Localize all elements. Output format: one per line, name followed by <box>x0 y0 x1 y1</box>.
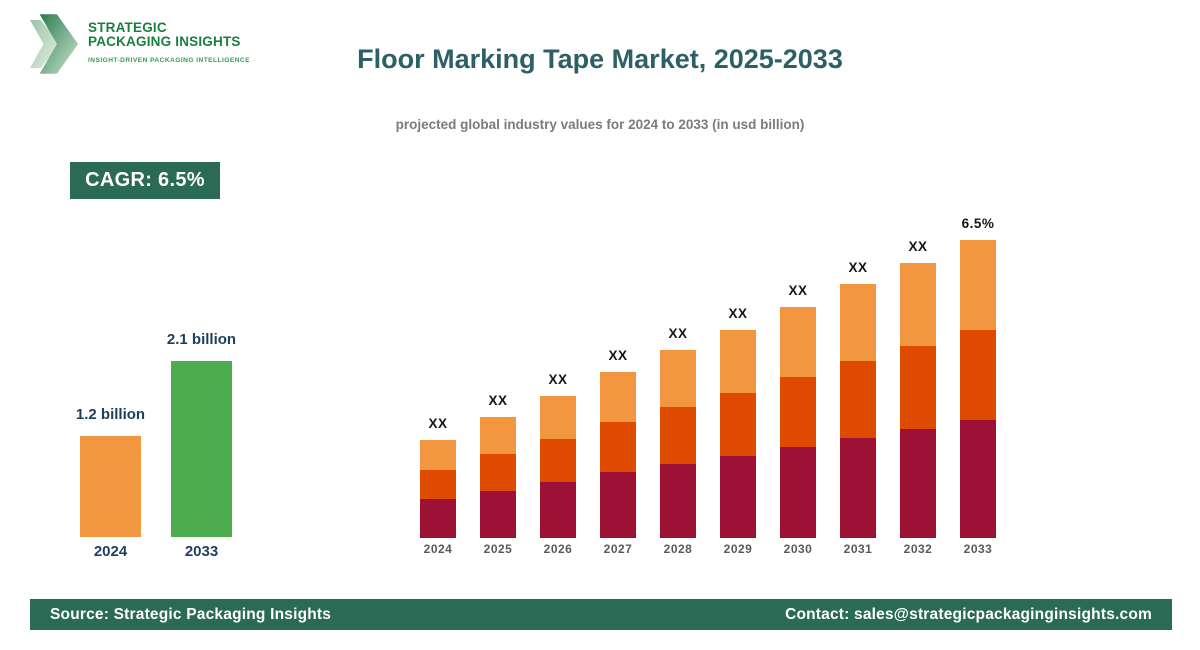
logo-line2: PACKAGING INSIGHTS <box>88 34 241 49</box>
comparison-value-label: 1.2 billion <box>75 406 146 423</box>
bottom-segment <box>960 420 996 538</box>
forecast-bar-stack <box>840 284 876 538</box>
top-segment <box>600 372 636 422</box>
bottom-segment <box>660 464 696 538</box>
top-segment <box>900 263 936 346</box>
forecast-bar-stack <box>780 307 816 538</box>
forecast-bar-column-2032: XX 2032 <box>900 239 936 556</box>
top-segment <box>780 307 816 377</box>
forecast-bar-label: XX <box>608 348 628 363</box>
top-segment <box>960 240 996 330</box>
forecast-year-label: 2028 <box>663 542 693 556</box>
forecast-year-label: 2025 <box>483 542 513 556</box>
middle-segment <box>660 407 696 464</box>
forecast-year-label: 2033 <box>963 542 993 556</box>
middle-segment <box>600 422 636 472</box>
middle-segment <box>420 470 456 499</box>
middle-segment <box>720 393 756 456</box>
forecast-bar-stack <box>720 330 756 538</box>
forecast-bar-column-2031: XX 2031 <box>840 260 876 556</box>
comparison-bar <box>171 361 232 537</box>
logo-tagline: INSIGHT-DRIVEN PACKAGING INTELLIGENCE <box>88 57 250 64</box>
comparison-year-label: 2024 <box>93 543 128 560</box>
footer-source: Source: Strategic Packaging Insights <box>50 605 332 623</box>
bottom-segment <box>540 482 576 538</box>
top-segment <box>660 350 696 407</box>
forecast-bar-column-2028: XX 2028 <box>660 326 696 556</box>
forecast-bar-column-2029: XX 2029 <box>720 306 756 556</box>
forecast-bar-label: XX <box>488 393 508 408</box>
forecast-bar-label: XX <box>668 326 688 341</box>
page-subtitle: projected global industry values for 202… <box>395 117 805 132</box>
forecast-bar-stack <box>960 240 996 538</box>
bottom-segment <box>480 491 516 538</box>
logo-text: STRATEGIC PACKAGING INSIGHTS INSIGHT-DRI… <box>88 13 250 65</box>
forecast-bar-label: XX <box>908 239 928 254</box>
comparison-bar-column-2033: 2.1 billion 2033 <box>167 331 236 560</box>
middle-segment <box>540 439 576 482</box>
top-segment <box>420 440 456 470</box>
cagr-badge: CAGR: 6.5% <box>70 162 220 199</box>
forecast-bar-column-2026: XX 2026 <box>540 372 576 556</box>
forecast-year-label: 2026 <box>543 542 573 556</box>
forecast-bar-label: 6.5% <box>961 216 995 231</box>
top-segment <box>540 396 576 439</box>
forecast-year-label: 2024 <box>423 542 453 556</box>
middle-segment <box>900 346 936 429</box>
footer-bar: Source: Strategic Packaging Insights Con… <box>30 599 1172 630</box>
forecast-year-label: 2032 <box>903 542 933 556</box>
forecast-bar-stack <box>480 417 516 538</box>
forecast-stacked-chart: XX 2024 XX 2025 XX 2026 XX 2027 XX 2028 XX 2029 XX 20… <box>420 216 996 556</box>
logo: STRATEGIC PACKAGING INSIGHTS INSIGHT-DRI… <box>30 13 250 75</box>
comparison-bar <box>80 436 141 537</box>
forecast-bar-label: XX <box>428 416 448 431</box>
forecast-year-label: 2029 <box>723 542 753 556</box>
forecast-year-label: 2027 <box>603 542 633 556</box>
logo-line1: STRATEGIC <box>88 20 167 35</box>
bottom-segment <box>840 438 876 538</box>
forecast-bar-column-2030: XX 2030 <box>780 283 816 556</box>
middle-segment <box>780 377 816 447</box>
comparison-year-label: 2033 <box>184 543 219 560</box>
forecast-bar-column-2027: XX 2027 <box>600 348 636 556</box>
bottom-segment <box>780 447 816 538</box>
forecast-year-label: 2030 <box>783 542 813 556</box>
forecast-bar-label: XX <box>788 283 808 298</box>
middle-segment <box>480 454 516 491</box>
top-segment <box>840 284 876 361</box>
comparison-chart: 1.2 billion 2024 2.1 billion 2033 <box>76 331 236 560</box>
bottom-segment <box>900 429 936 538</box>
forecast-bar-label: XX <box>728 306 748 321</box>
bottom-segment <box>600 472 636 538</box>
middle-segment <box>840 361 876 438</box>
forecast-year-label: 2031 <box>843 542 873 556</box>
forecast-bar-column-2025: XX 2025 <box>480 393 516 556</box>
bottom-segment <box>420 499 456 538</box>
forecast-bar-stack <box>600 372 636 538</box>
top-segment <box>720 330 756 393</box>
middle-segment <box>960 330 996 420</box>
forecast-bar-column-2024: XX 2024 <box>420 416 456 556</box>
forecast-bar-label: XX <box>848 260 868 275</box>
footer-contact: Contact: sales@strategicpackaginginsight… <box>785 605 1152 623</box>
page-title: Floor Marking Tape Market, 2025-2033 <box>357 44 843 74</box>
bottom-segment <box>720 456 756 538</box>
logo-chevron-icon <box>30 14 79 74</box>
top-segment <box>480 417 516 454</box>
comparison-value-label: 2.1 billion <box>166 331 237 348</box>
forecast-bar-column-2033: 6.5% 2033 <box>960 216 996 556</box>
forecast-bar-stack <box>900 263 936 538</box>
forecast-bar-stack <box>660 350 696 538</box>
forecast-bar-stack <box>420 440 456 538</box>
comparison-bar-column-2024: 1.2 billion 2024 <box>76 406 145 560</box>
forecast-bar-label: XX <box>548 372 568 387</box>
forecast-bar-stack <box>540 396 576 538</box>
